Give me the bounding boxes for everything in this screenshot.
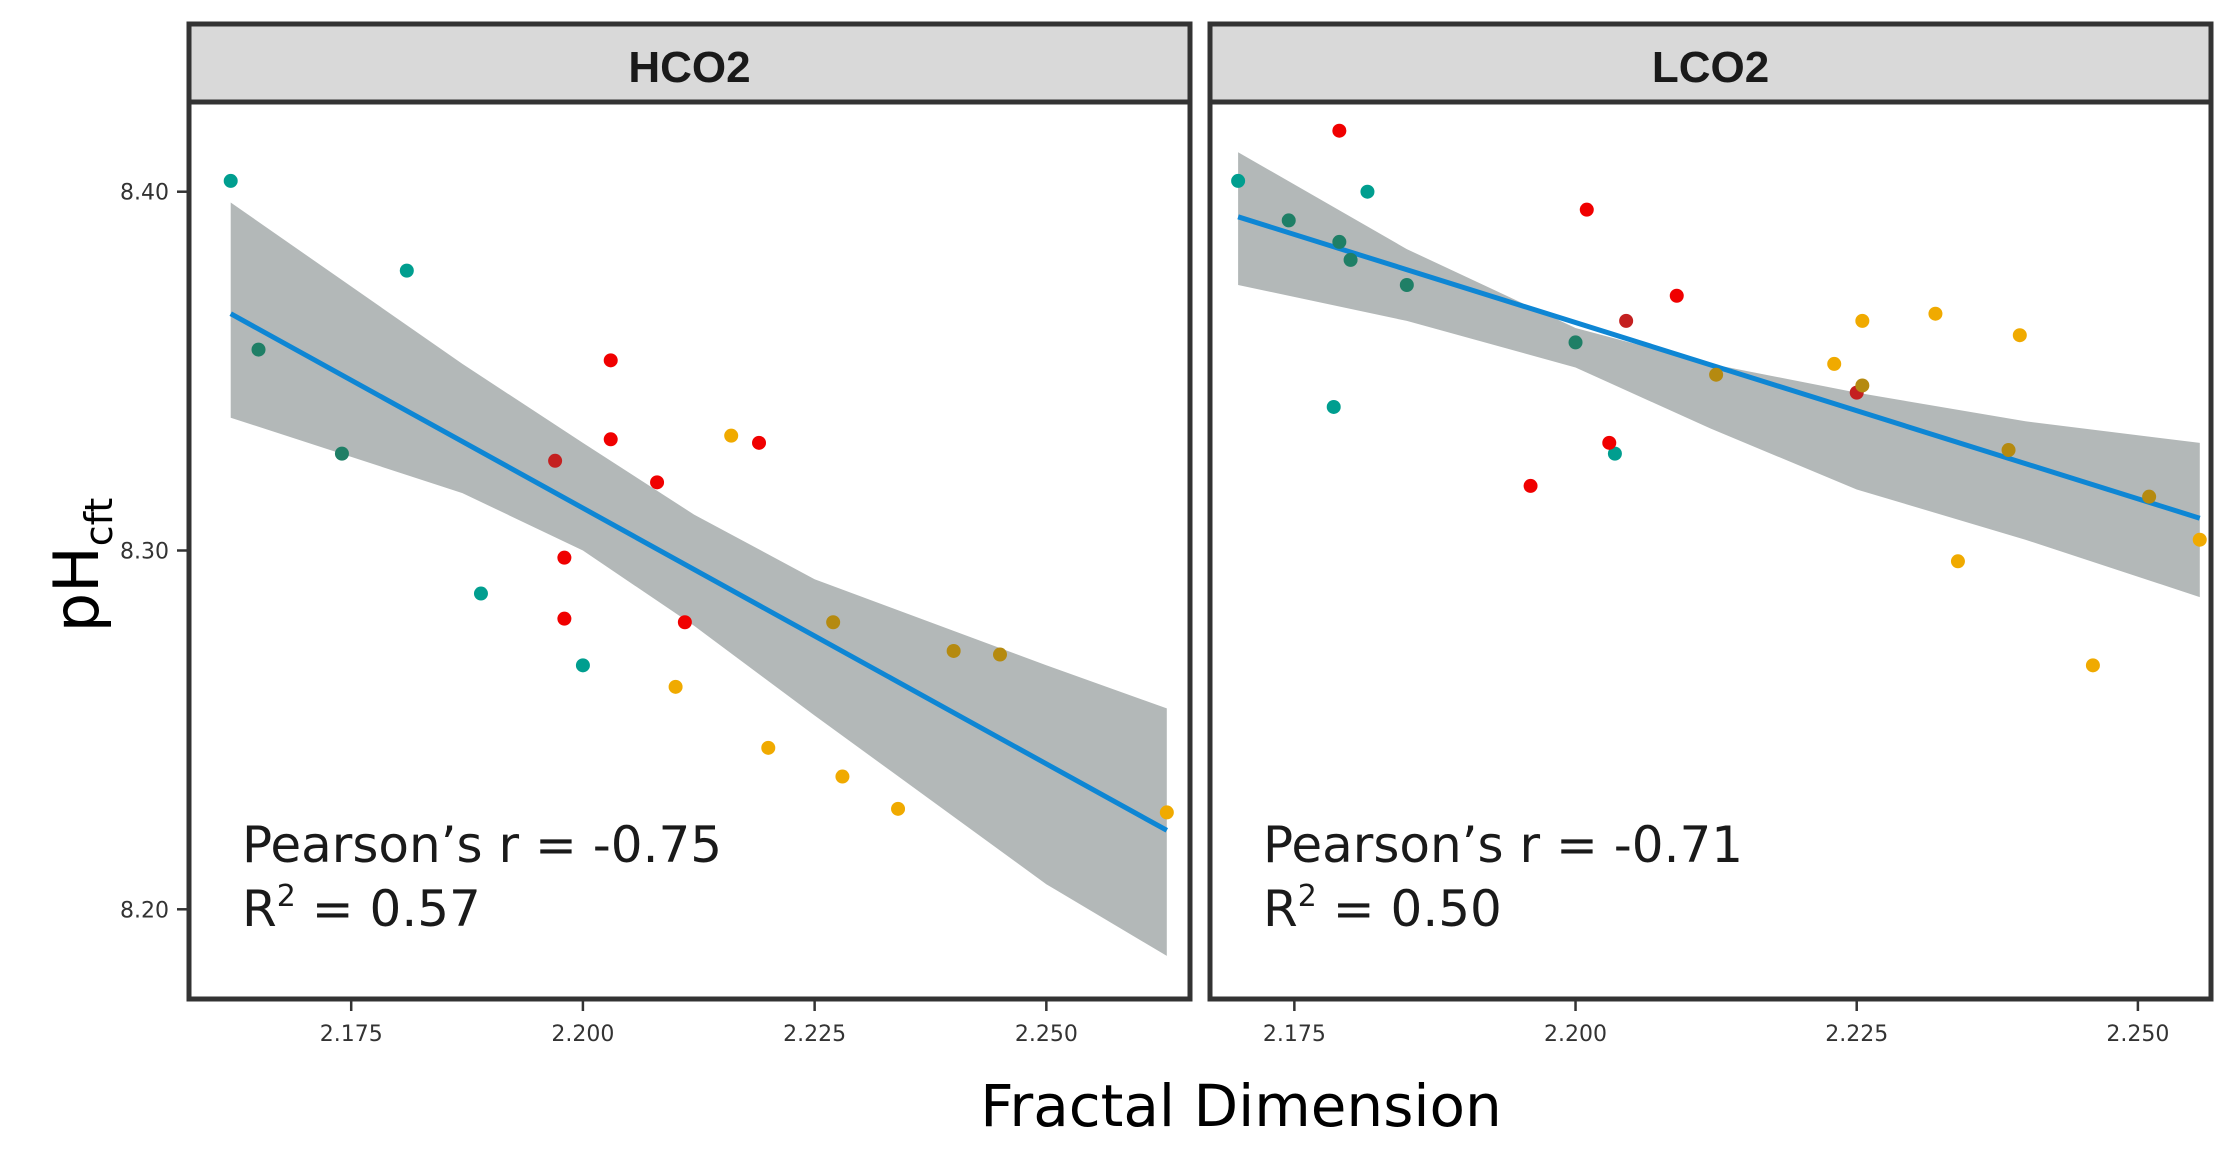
data-point bbox=[1326, 399, 1341, 414]
x-tick-label: 2.175 bbox=[1263, 1022, 1326, 1047]
data-point bbox=[334, 446, 349, 461]
data-point bbox=[1523, 478, 1538, 493]
data-point bbox=[1950, 554, 1965, 569]
panel-frame bbox=[1207, 99, 2214, 1002]
y-tick-label: 8.40 bbox=[120, 181, 169, 206]
panel-hco2: HCO2 2.175 2.200 2.225 2.250 Pearson’s r = -0… bbox=[186, 21, 1193, 1047]
data-point bbox=[2142, 489, 2157, 504]
data-point bbox=[1231, 173, 1246, 188]
data-point bbox=[1827, 356, 1842, 371]
data-point bbox=[2012, 328, 2027, 343]
x-tick-label: 2.225 bbox=[783, 1022, 846, 1047]
data-point bbox=[1709, 367, 1724, 382]
y-axis-title: pHcft bbox=[40, 498, 121, 633]
x-tick-label: 2.200 bbox=[551, 1022, 614, 1047]
pearson-r-annotation: Pearson’s r = -0.75 bbox=[242, 816, 722, 874]
data-point bbox=[761, 740, 776, 755]
panel-lco2: LCO2 2.175 2.200 2.225 2.250 Pearson’s r = -0… bbox=[1207, 21, 2214, 1047]
data-point bbox=[251, 342, 266, 357]
x-tick-label: 2.225 bbox=[1825, 1022, 1888, 1047]
data-point bbox=[1607, 446, 1622, 461]
data-point bbox=[724, 428, 739, 443]
panels-container: HCO2 2.175 2.200 2.225 2.250 Pearson’s r = -0… bbox=[120, 21, 2214, 1047]
data-point bbox=[826, 615, 841, 630]
data-point bbox=[650, 475, 665, 490]
data-point bbox=[603, 432, 618, 447]
data-point bbox=[2001, 443, 2016, 458]
y-tick-label: 8.20 bbox=[120, 898, 169, 923]
svg-text:pHcft: pHcft bbox=[40, 498, 121, 633]
facet-strip bbox=[186, 21, 1193, 105]
data-point bbox=[1159, 805, 1174, 820]
data-point bbox=[2085, 658, 2100, 673]
data-point bbox=[223, 173, 238, 188]
data-point bbox=[1360, 184, 1375, 199]
data-point bbox=[1399, 277, 1414, 292]
y-axis-title-main: pH bbox=[40, 546, 113, 632]
panel-frame bbox=[186, 99, 1193, 1002]
data-point bbox=[1332, 234, 1347, 249]
data-point bbox=[1855, 378, 1870, 393]
data-point bbox=[891, 801, 906, 816]
y-tick-label: 8.30 bbox=[120, 540, 169, 565]
facet-strip-label: LCO2 bbox=[1652, 43, 1769, 92]
data-point bbox=[1669, 288, 1684, 303]
r-squared-annotation: R2 = 0.50 bbox=[1263, 879, 1502, 938]
x-tick-label: 2.250 bbox=[1015, 1022, 1078, 1047]
data-point bbox=[1343, 252, 1358, 267]
data-point bbox=[575, 658, 590, 673]
y-axis-title-subscript: cft bbox=[77, 498, 121, 547]
y-axis: 8.20 8.30 8.40 bbox=[120, 181, 187, 923]
x-tick-label: 2.200 bbox=[1544, 1022, 1607, 1047]
data-point bbox=[668, 679, 683, 694]
confidence-band bbox=[230, 202, 1167, 956]
data-point bbox=[603, 353, 618, 368]
regression-line bbox=[1237, 214, 2201, 521]
pearson-r-annotation: Pearson’s r = -0.71 bbox=[1263, 816, 1743, 874]
data-point bbox=[557, 611, 572, 626]
data-point bbox=[1332, 123, 1347, 138]
data-point bbox=[835, 769, 850, 784]
data-point bbox=[548, 453, 563, 468]
data-point bbox=[1568, 335, 1583, 350]
facet-strip bbox=[1207, 21, 2214, 105]
x-axis-title: Fractal Dimension bbox=[980, 1072, 1502, 1140]
data-point bbox=[473, 586, 488, 601]
data-point bbox=[752, 435, 767, 450]
data-point bbox=[1619, 313, 1634, 328]
data-point bbox=[1579, 202, 1594, 217]
data-point bbox=[2192, 532, 2207, 547]
x-tick-label: 2.250 bbox=[2106, 1022, 2169, 1047]
data-point bbox=[677, 615, 692, 630]
data-point bbox=[1281, 213, 1296, 228]
data-point bbox=[1928, 306, 1943, 321]
r-squared-annotation: R2 = 0.57 bbox=[242, 879, 481, 938]
data-point bbox=[992, 647, 1007, 662]
data-point bbox=[1855, 313, 1870, 328]
data-point bbox=[946, 643, 961, 658]
x-tick-label: 2.175 bbox=[320, 1022, 383, 1047]
data-point bbox=[399, 263, 414, 278]
data-point bbox=[557, 550, 572, 565]
regression-line bbox=[229, 311, 1169, 833]
facet-strip-label: HCO2 bbox=[628, 43, 750, 92]
data-point bbox=[1602, 435, 1617, 450]
